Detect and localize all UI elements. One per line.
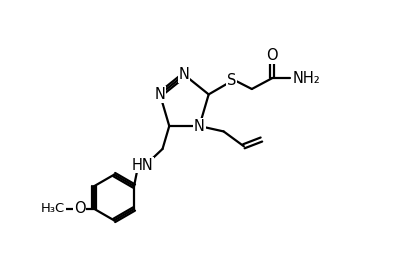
Text: O: O	[266, 48, 278, 63]
Text: S: S	[227, 73, 236, 88]
Text: HN: HN	[132, 158, 153, 173]
Text: H₃C: H₃C	[41, 202, 65, 215]
Text: O: O	[74, 201, 85, 217]
Text: N: N	[154, 87, 165, 102]
Text: N: N	[179, 67, 190, 82]
Text: NH₂: NH₂	[292, 71, 320, 86]
Text: N: N	[194, 118, 205, 134]
